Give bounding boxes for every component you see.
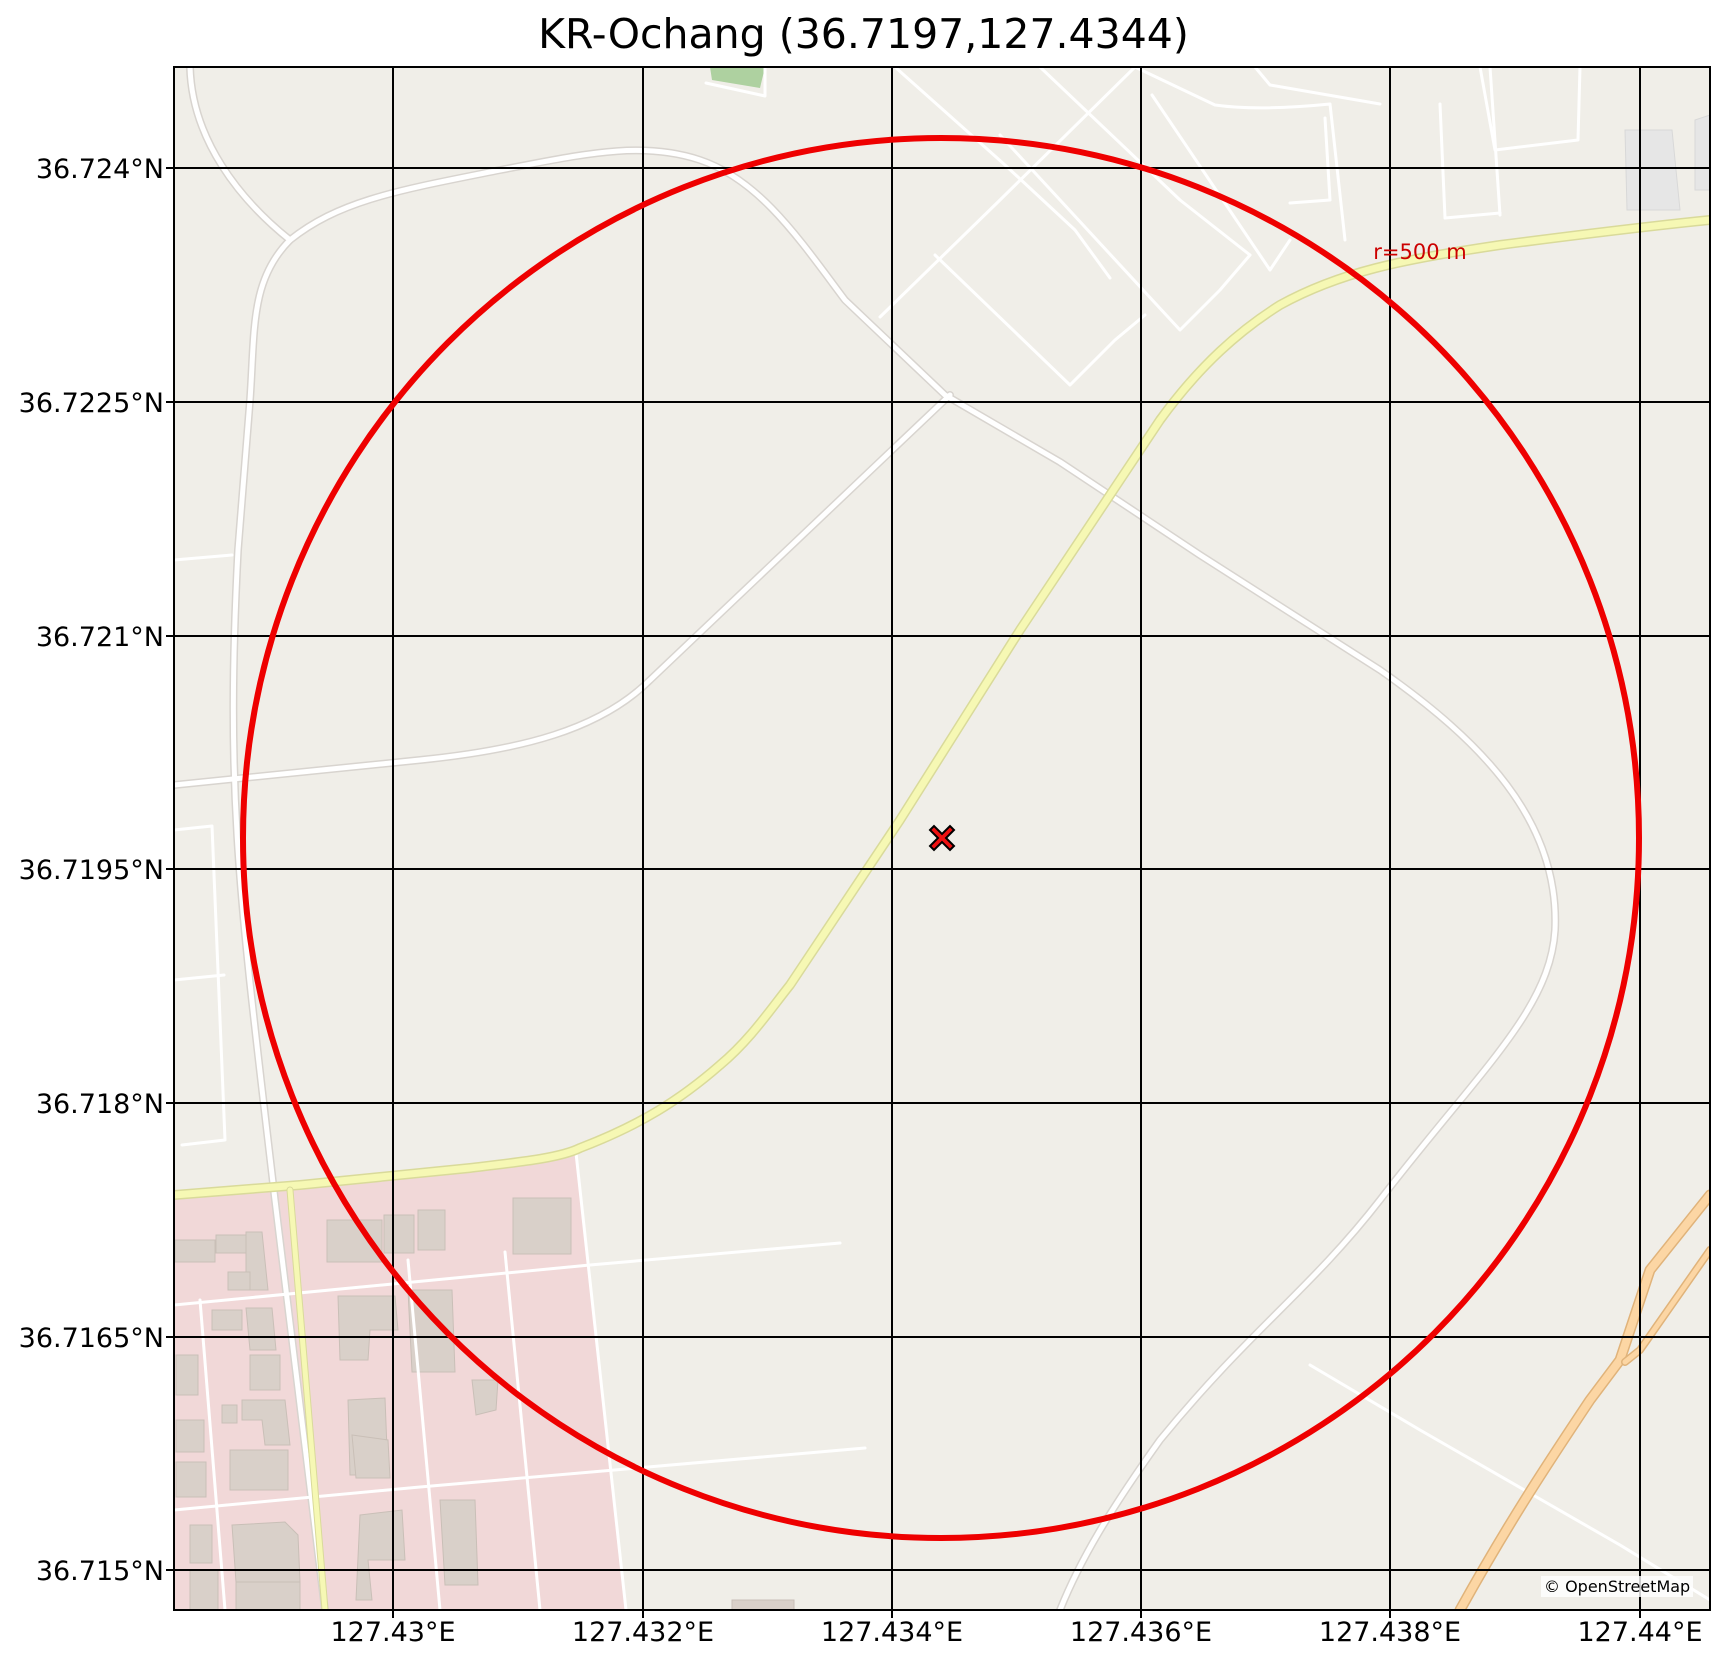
x-tick-label: 127.43°E [330,1617,455,1648]
building [175,1354,199,1396]
building [175,1419,205,1453]
building [241,1399,291,1446]
park-area [710,67,765,88]
building [211,1309,243,1331]
building [471,1379,499,1416]
radius-label: r=500 m [1373,240,1466,264]
x-tick-label: 127.436°E [1070,1617,1212,1648]
map-title: KR-Ochang (36.7197,127.4344) [538,10,1189,58]
building [215,1234,247,1254]
building [407,1289,456,1373]
tick-marks [166,167,1641,1618]
building [439,1499,479,1586]
attribution[interactable]: © OpenStreetMap [1541,1576,1694,1597]
radius-circle [240,135,1642,1541]
building [229,1449,289,1491]
building [175,1461,207,1498]
building [1694,114,1710,191]
plot-frame [173,66,1711,1611]
building [189,1524,213,1564]
building [351,1434,391,1479]
building [417,1209,446,1251]
y-tick-label: 36.7195°N [19,855,164,886]
x-tick-label: 127.438°E [1319,1617,1461,1648]
building [189,1569,219,1610]
y-tick-label: 36.715°N [36,1556,164,1587]
building [731,1599,795,1610]
building [174,1239,216,1263]
y-tick-label: 36.724°N [36,154,164,185]
x-tick-labels: 127.43°E 127.432°E 127.434°E 127.436°E 1… [330,1617,1702,1648]
center-marker-icon [928,824,956,852]
x-tick-label: 127.44°E [1577,1617,1702,1648]
y-tick-label: 36.721°N [36,622,164,653]
building [235,1581,301,1610]
y-tick-label: 36.7225°N [19,388,164,419]
building [383,1214,415,1254]
building [227,1271,251,1291]
y-tick-label: 36.718°N [36,1089,164,1120]
building [1624,129,1681,211]
minor-roads [174,67,1710,1610]
x-tick-label: 127.434°E [821,1617,963,1648]
building [221,1404,238,1424]
x-tick-label: 127.432°E [572,1617,714,1648]
building [231,1521,301,1583]
y-tick-labels: 36.724°N 36.7225°N 36.721°N 36.7195°N 36… [19,154,164,1587]
buildings [174,114,1710,1610]
building [512,1197,572,1255]
graticule [174,67,1710,1610]
building [245,1307,277,1351]
building [249,1354,281,1391]
secondary-road [174,215,1710,1610]
building [337,1295,399,1361]
building [245,1231,269,1291]
y-tick-label: 36.7165°N [19,1323,164,1354]
